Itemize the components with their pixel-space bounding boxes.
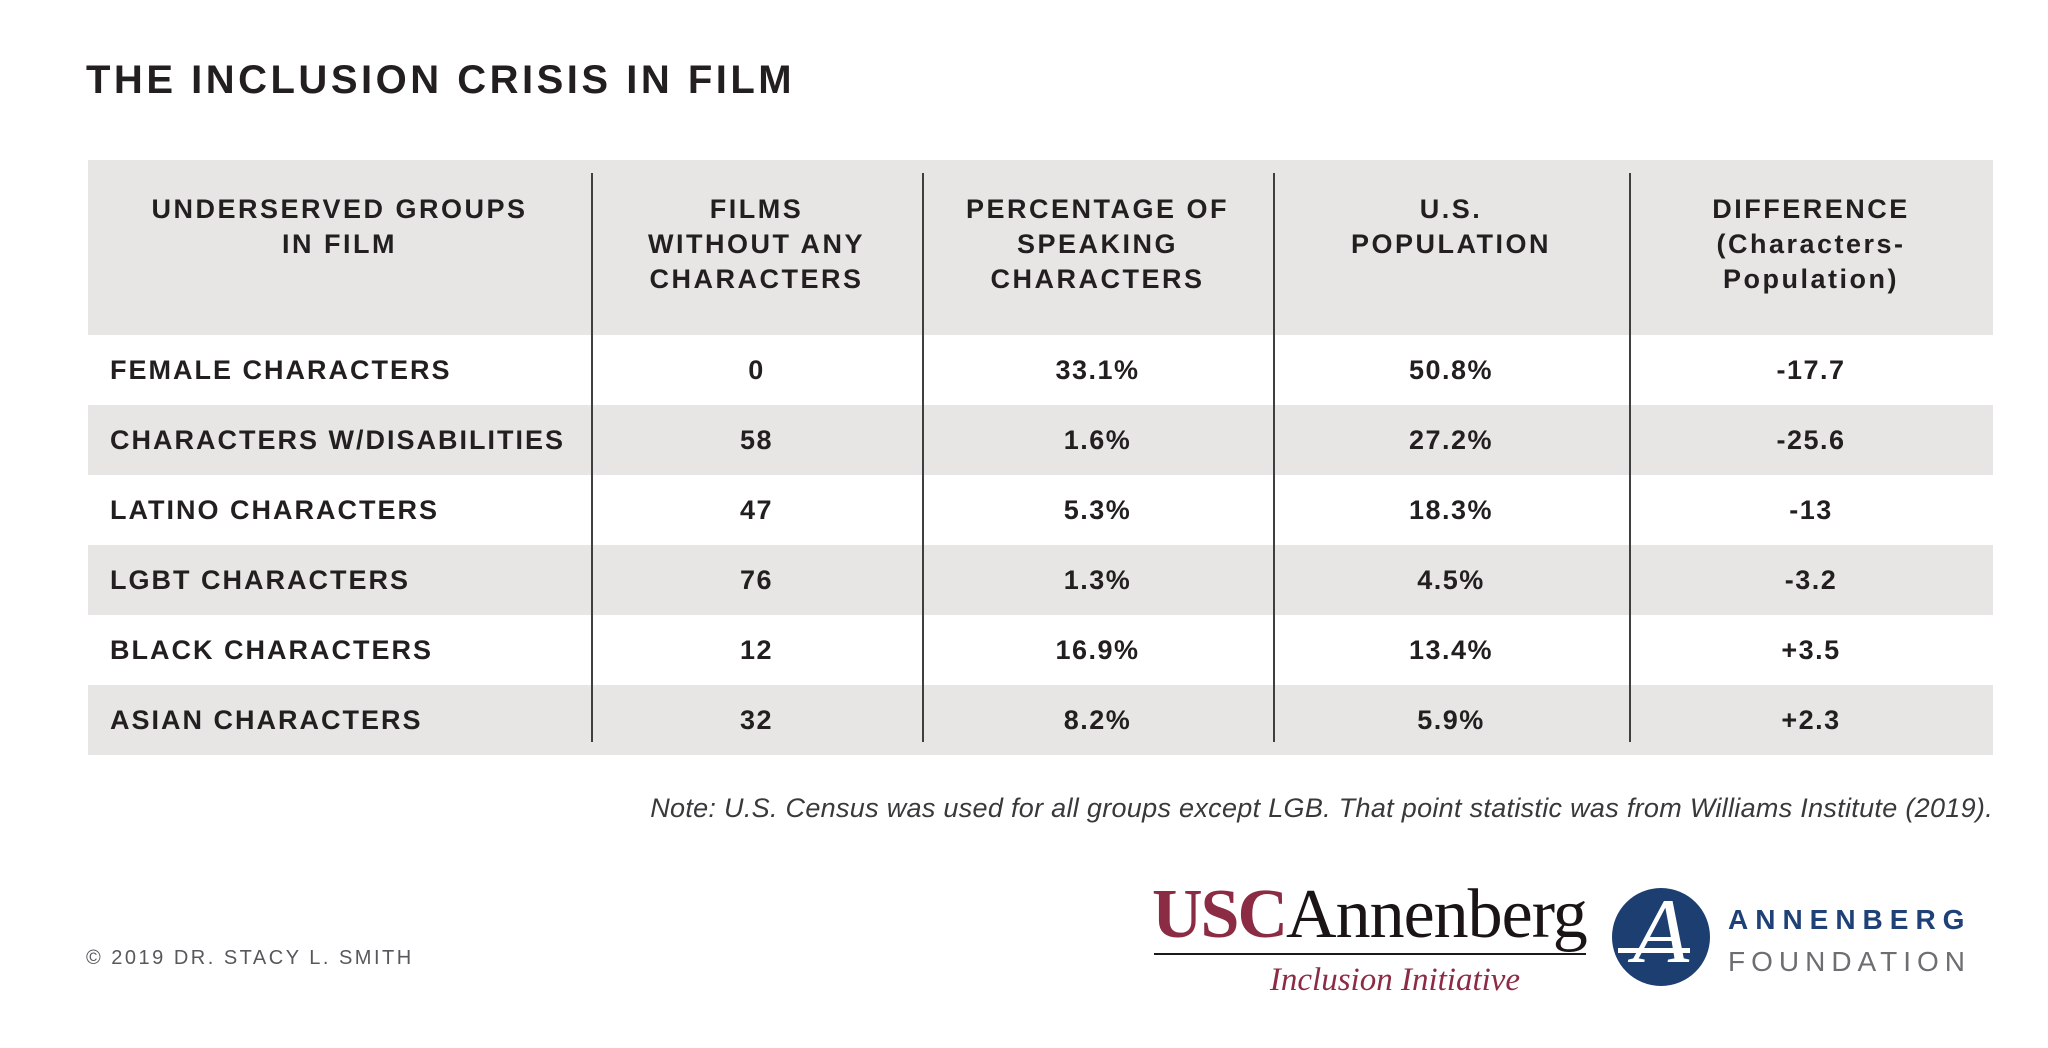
pct-speaking-cell: 16.9% [1055,634,1140,665]
group-cell: BLACK CHARACTERS [110,634,433,665]
usc-annenberg-inclusion-initiative-logo: USCAnnenberg Inclusion Initiative [1152,880,1592,999]
us-population-cell: 13.4% [1408,634,1494,665]
pct-speaking-cell: 1.6% [1063,424,1132,455]
header-cell-us-population: U.S. POPULATION [1351,194,1551,260]
group-cell: CHARACTERS W/DISABILITIES [110,424,565,455]
films-without-cell: 47 [739,494,774,525]
header-cell-groups: UNDERSERVED GROUPS IN FILM [151,194,528,260]
column-divider [1629,173,1631,742]
group-cell: LATINO CHARACTERS [110,494,439,525]
foundation-wordmark: ANNENBERG FOUNDATION [1728,888,1971,978]
foundation-a-icon: A [1632,888,1690,982]
difference-cell: +2.3 [1781,704,1841,735]
films-without-cell: 32 [739,704,774,735]
table-row: CHARACTERS W/DISABILITIES 58 1.6% 27.2% … [88,405,1993,475]
difference-cell: +3.5 [1781,634,1841,665]
header-cell-pct-speaking: PERCENTAGE OF SPEAKING CHARACTERS [965,194,1229,295]
difference-cell: -17.7 [1776,354,1846,385]
logo-rule [1154,953,1586,955]
monogram-crossbar [1618,948,1690,953]
films-without-cell: 0 [748,354,765,385]
annenberg-wordmark: Annenberg [1286,876,1588,953]
us-population-cell: 5.9% [1417,704,1485,735]
annenberg-foundation-logo: A ANNENBERG FOUNDATION [1612,888,1971,986]
inclusion-initiative-label: Inclusion Initiative [1269,962,1521,998]
column-divider [591,173,593,742]
group-cell: LGBT CHARACTERS [110,564,410,595]
header-cell-difference: DIFFERENCE (Characters- Population) [1712,194,1910,295]
note-text: Note: U.S. Census was used for all group… [650,793,1993,823]
table-row: BLACK CHARACTERS 12 16.9% 13.4% +3.5 [88,615,1993,685]
inclusion-table: UNDERSERVED GROUPS IN FILM FILMS WITHOUT… [88,160,1993,755]
page-title: THE INCLUSION CRISIS IN FILM [86,58,796,102]
us-population-cell: 27.2% [1408,424,1494,455]
pct-speaking-cell: 5.3% [1063,494,1132,525]
group-cell: FEMALE CHARACTERS [110,354,452,385]
foundation-name-line: ANNENBERG [1728,904,1972,935]
difference-cell: -13 [1789,494,1833,525]
films-without-cell: 76 [739,564,774,595]
foundation-subname-line: FOUNDATION [1728,946,1972,977]
pct-speaking-cell: 1.3% [1063,564,1132,595]
pct-speaking-cell: 33.1% [1055,354,1140,385]
films-without-cell: 12 [739,634,774,665]
foundation-monogram-circle: A [1612,888,1710,986]
us-population-cell: 18.3% [1408,494,1494,525]
us-population-cell: 50.8% [1408,354,1494,385]
copyright-text: © 2019 DR. STACY L. SMITH [86,947,414,969]
usc-annenberg-wordmark: USCAnnenberg [1152,880,1592,950]
difference-cell: -25.6 [1776,424,1846,455]
table-header-row: UNDERSERVED GROUPS IN FILM FILMS WITHOUT… [88,160,1993,335]
pct-speaking-cell: 8.2% [1063,704,1132,735]
header-cell-films-without: FILMS WITHOUT ANY CHARACTERS [648,194,865,295]
table-row: ASIAN CHARACTERS 32 8.2% 5.9% +2.3 [88,685,1993,755]
group-cell: ASIAN CHARACTERS [110,704,423,735]
column-divider [922,173,924,742]
difference-cell: -3.2 [1784,564,1838,595]
table-row: LGBT CHARACTERS 76 1.3% 4.5% -3.2 [88,545,1993,615]
films-without-cell: 58 [739,424,774,455]
table-row: LATINO CHARACTERS 47 5.3% 18.3% -13 [88,475,1993,545]
us-population-cell: 4.5% [1417,564,1485,595]
column-divider [1273,173,1275,742]
usc-wordmark: USC [1152,876,1288,953]
table-row: FEMALE CHARACTERS 0 33.1% 50.8% -17.7 [88,335,1993,405]
